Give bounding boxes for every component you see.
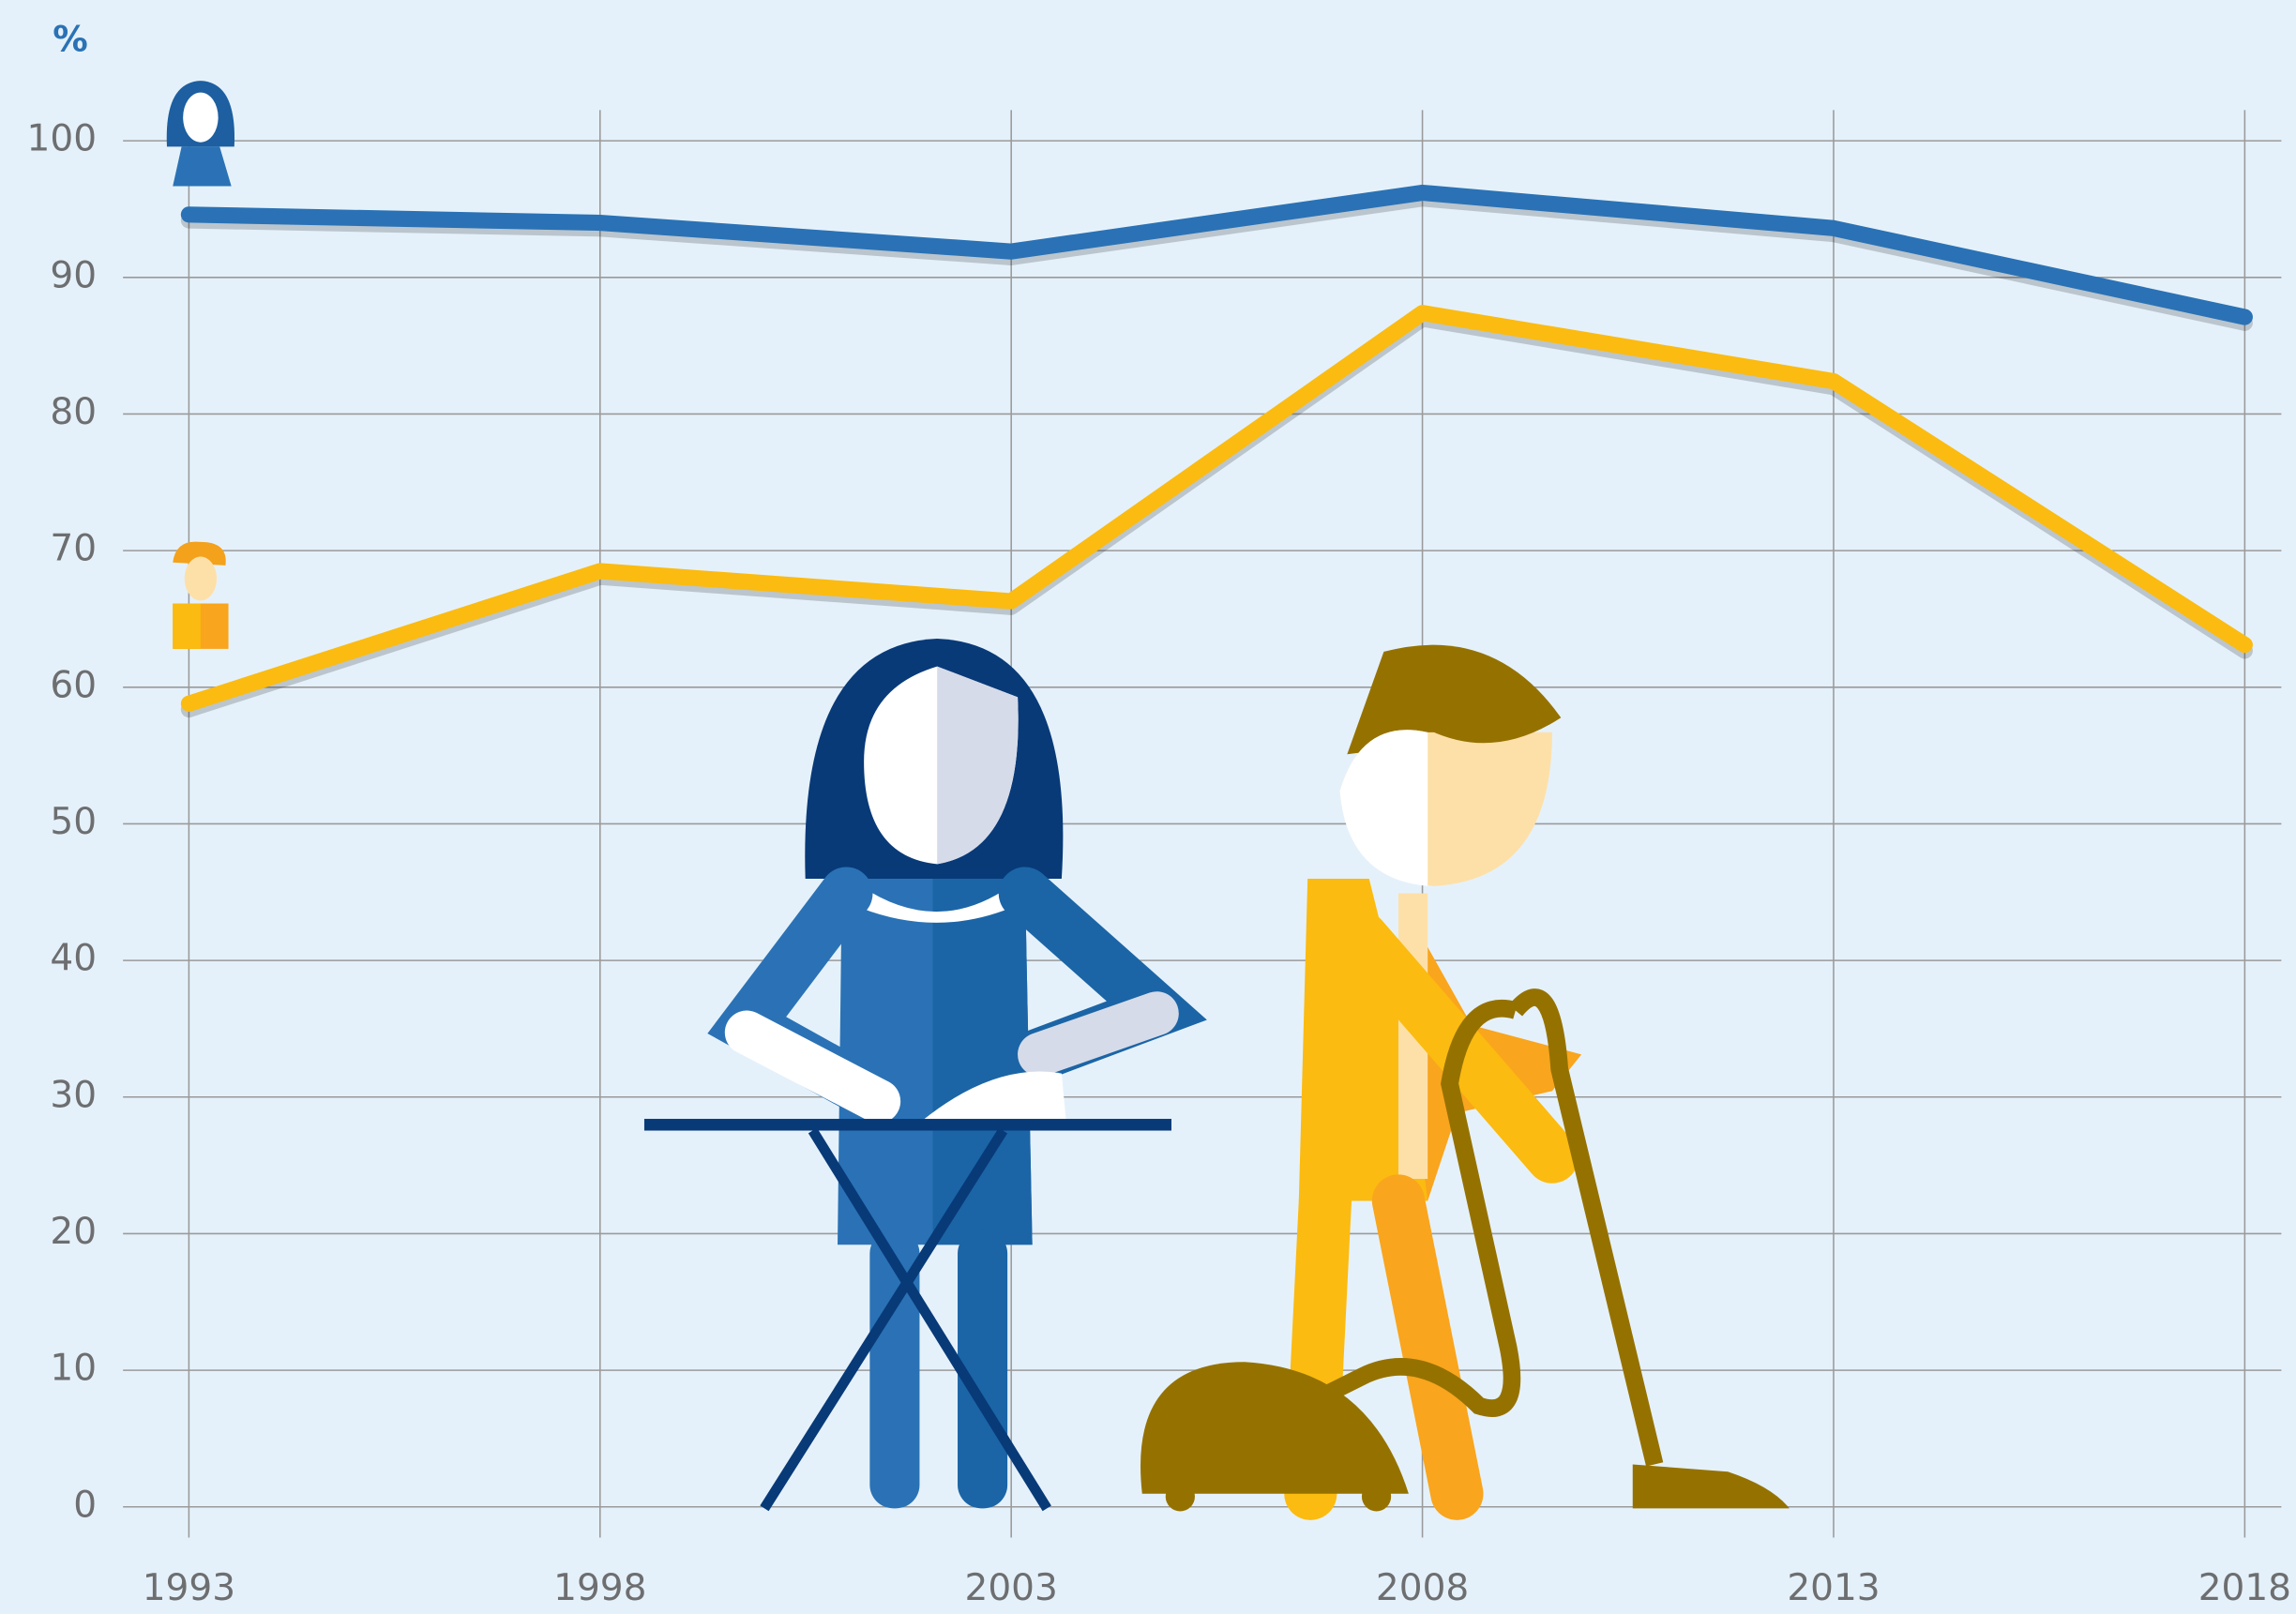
x-tick-label: 2003 <box>965 1567 1058 1609</box>
y-tick-label: 100 <box>27 118 97 160</box>
x-tick-label: 1993 <box>143 1567 235 1609</box>
x-tick-label: 2018 <box>2198 1567 2291 1609</box>
y-axis-label: % <box>53 18 88 59</box>
y-tick-label: 10 <box>50 1348 97 1390</box>
y-tick-label: 60 <box>50 664 97 706</box>
y-tick-label: 40 <box>50 938 97 980</box>
y-tick-label: 0 <box>73 1484 97 1526</box>
x-tick-label: 2008 <box>1376 1567 1469 1609</box>
page: {"chart_data": {"type": "line", "y_label… <box>0 0 2296 1614</box>
y-tick-label: 70 <box>50 528 97 570</box>
y-tick-label: 50 <box>50 801 97 843</box>
y-tick-label: 80 <box>50 391 97 433</box>
chart: 0 10 20 30 40 50 60 70 80 90 100 1993 1998 2003 2008 20… <box>0 0 2296 1614</box>
y-tick-label: 90 <box>50 254 97 296</box>
x-tick-label: 1998 <box>553 1567 646 1609</box>
x-tick-label: 2013 <box>1787 1567 1880 1609</box>
woman-icon <box>167 81 234 186</box>
y-tick-label: 20 <box>50 1211 97 1253</box>
y-tick-label: 30 <box>50 1074 97 1116</box>
